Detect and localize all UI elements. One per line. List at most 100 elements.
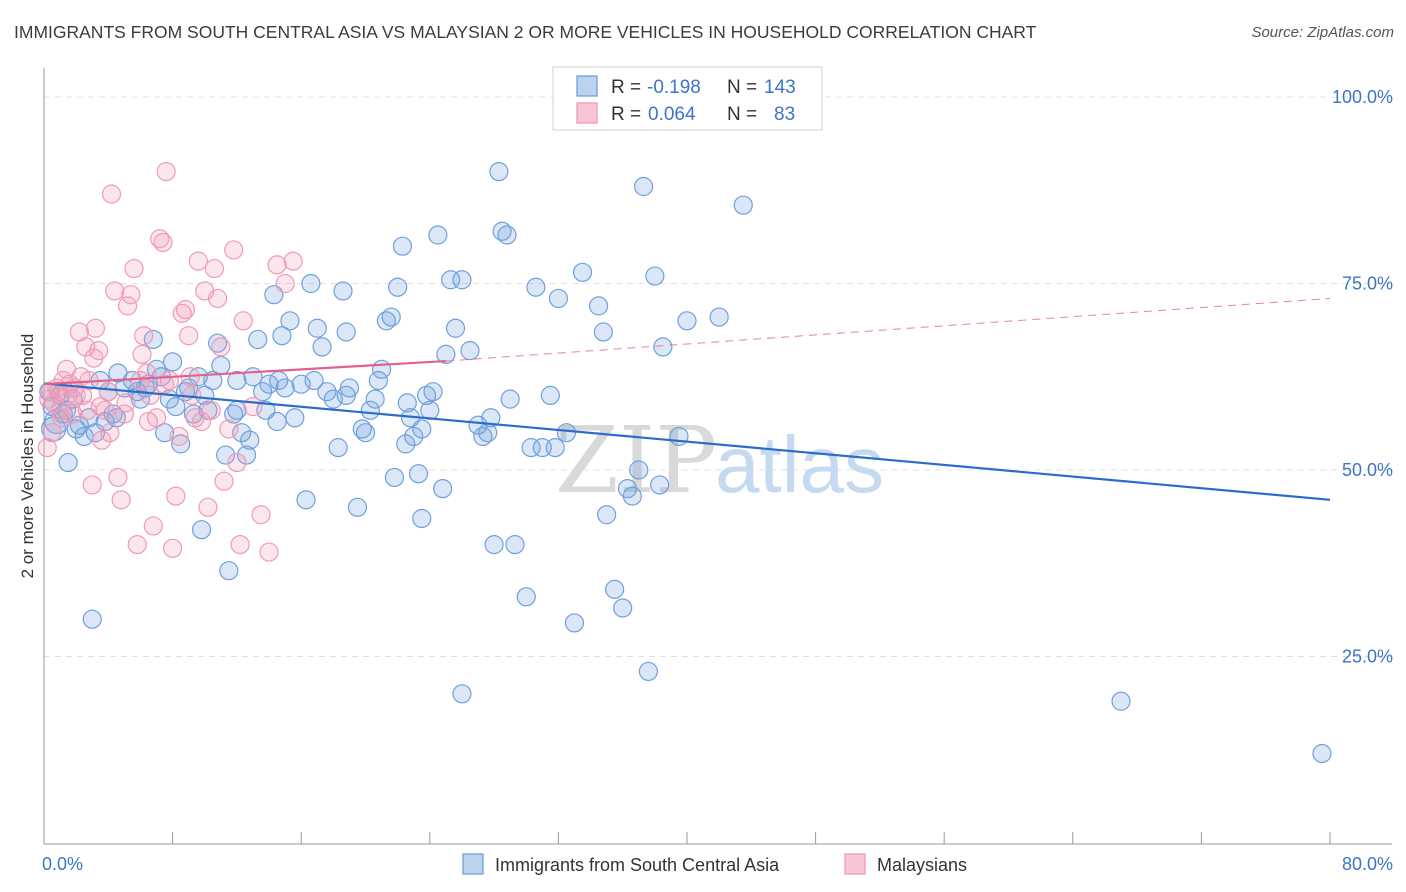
blue-point-107 <box>556 423 577 443</box>
blue-point-99 <box>505 534 525 555</box>
blue-point-85 <box>436 344 456 364</box>
pink-point-74 <box>77 400 98 420</box>
blue-point-101 <box>521 438 541 458</box>
blue-point-94 <box>484 534 504 555</box>
x-tick-label-max: 80.0% <box>1342 854 1393 874</box>
blue-point-97 <box>497 225 517 245</box>
blue-point-50 <box>272 326 292 346</box>
blue-point-79 <box>408 464 429 484</box>
blue-point-54 <box>291 374 311 394</box>
pink-point-64 <box>267 255 287 275</box>
y-tick-label: 50.0% <box>1342 460 1393 480</box>
x-tick-labels: 0.0% 80.0% <box>42 854 1393 874</box>
pink-point-66 <box>283 251 303 271</box>
y-tick-label: 75.0% <box>1342 274 1393 294</box>
pink-point-35 <box>150 229 170 249</box>
blue-point-41 <box>236 445 257 465</box>
grid-lines <box>44 96 1392 657</box>
y-tick-labels: 25.0% 50.0% 75.0% 100.0% <box>1332 87 1393 667</box>
blue-point-117 <box>629 460 649 480</box>
legend-n-label-pink: N = <box>727 104 757 125</box>
blue-point-38 <box>224 404 244 424</box>
blue-point-102 <box>526 277 546 297</box>
pink-point-41 <box>169 426 189 447</box>
blue-point-86 <box>441 270 461 290</box>
blue-point-109 <box>572 262 593 282</box>
pink-point-29 <box>130 370 151 391</box>
watermark-zip: ZIP <box>555 407 717 514</box>
blue-point-114 <box>613 598 633 618</box>
pink-point-76 <box>90 396 110 417</box>
blue-point-145 <box>412 419 432 439</box>
blue-point-55 <box>296 490 316 510</box>
blue-point-140 <box>304 370 324 391</box>
blue-point-84 <box>433 479 453 499</box>
blue-point-136 <box>166 396 186 417</box>
blue-point-146 <box>452 684 472 704</box>
blue-point-63 <box>336 322 356 342</box>
blue-point-138 <box>227 400 247 420</box>
pink-point-0 <box>37 438 57 458</box>
blue-point-44 <box>248 329 268 350</box>
pink-point-78 <box>116 393 136 413</box>
blue-point-75 <box>392 236 413 256</box>
blue-point-142 <box>368 370 388 391</box>
blue-point-33 <box>203 370 223 391</box>
blue-point-61 <box>328 438 348 458</box>
pink-point-75 <box>84 348 104 368</box>
blue-point-106 <box>548 288 569 309</box>
blue-point-34 <box>208 333 228 353</box>
blue-point-39 <box>227 370 247 391</box>
blue-point-95 <box>489 162 509 182</box>
bottom-legend-swatch-pink <box>844 853 866 875</box>
blue-point-60 <box>323 389 343 409</box>
blue-point-31 <box>191 520 212 540</box>
blue-point-108 <box>564 613 585 633</box>
trend-line-pink <box>43 359 446 386</box>
blue-point-37 <box>219 561 239 581</box>
pink-point-65 <box>275 273 295 294</box>
blue-point-51 <box>275 378 295 398</box>
pink-point-54 <box>211 337 231 357</box>
bottom-legend-label-blue: Immigrants from South Central Asia <box>495 855 780 875</box>
blue-point-82 <box>423 382 443 402</box>
pink-point-12 <box>76 337 96 357</box>
blue-point-35 <box>211 355 231 376</box>
blue-point-62 <box>333 281 353 301</box>
blue-point-47 <box>259 374 279 394</box>
pink-point-57 <box>224 240 244 260</box>
watermark-atlas: atlas <box>715 420 884 509</box>
blue-point-9 <box>82 609 102 629</box>
pink-point-17 <box>92 430 112 450</box>
trend-line-pink-extension <box>445 297 1331 362</box>
blue-point-144 <box>396 434 416 454</box>
blue-point-125 <box>709 307 729 327</box>
blue-point-78 <box>404 426 424 447</box>
blue-point-73 <box>384 467 405 488</box>
blue-point-20 <box>143 329 163 350</box>
pink-point-42 <box>172 303 192 323</box>
pink-point-8 <box>63 404 83 424</box>
blue-point-45 <box>253 382 273 402</box>
blue-point-72 <box>381 307 401 327</box>
blue-point-116 <box>622 486 642 506</box>
legend-n-label-blue: N = <box>727 77 757 98</box>
pink-point-61 <box>243 396 263 417</box>
blue-point-120 <box>645 266 665 286</box>
blue-point-105 <box>545 438 565 458</box>
blue-point-57 <box>307 318 327 338</box>
pink-point-56 <box>219 419 239 439</box>
legend-r-label-pink: R = <box>611 104 641 125</box>
pink-point-23 <box>111 490 131 510</box>
blue-point-76 <box>397 393 417 413</box>
blue-point-69 <box>365 389 385 409</box>
blue-point-88 <box>452 270 472 290</box>
pink-point-51 <box>201 400 221 420</box>
pink-point-28 <box>127 534 147 555</box>
y-tick-label: 25.0% <box>1342 647 1393 667</box>
blue-point-53 <box>285 408 305 428</box>
blue-point-59 <box>317 382 337 402</box>
pink-point-67 <box>39 389 59 409</box>
blue-point-112 <box>597 505 617 525</box>
